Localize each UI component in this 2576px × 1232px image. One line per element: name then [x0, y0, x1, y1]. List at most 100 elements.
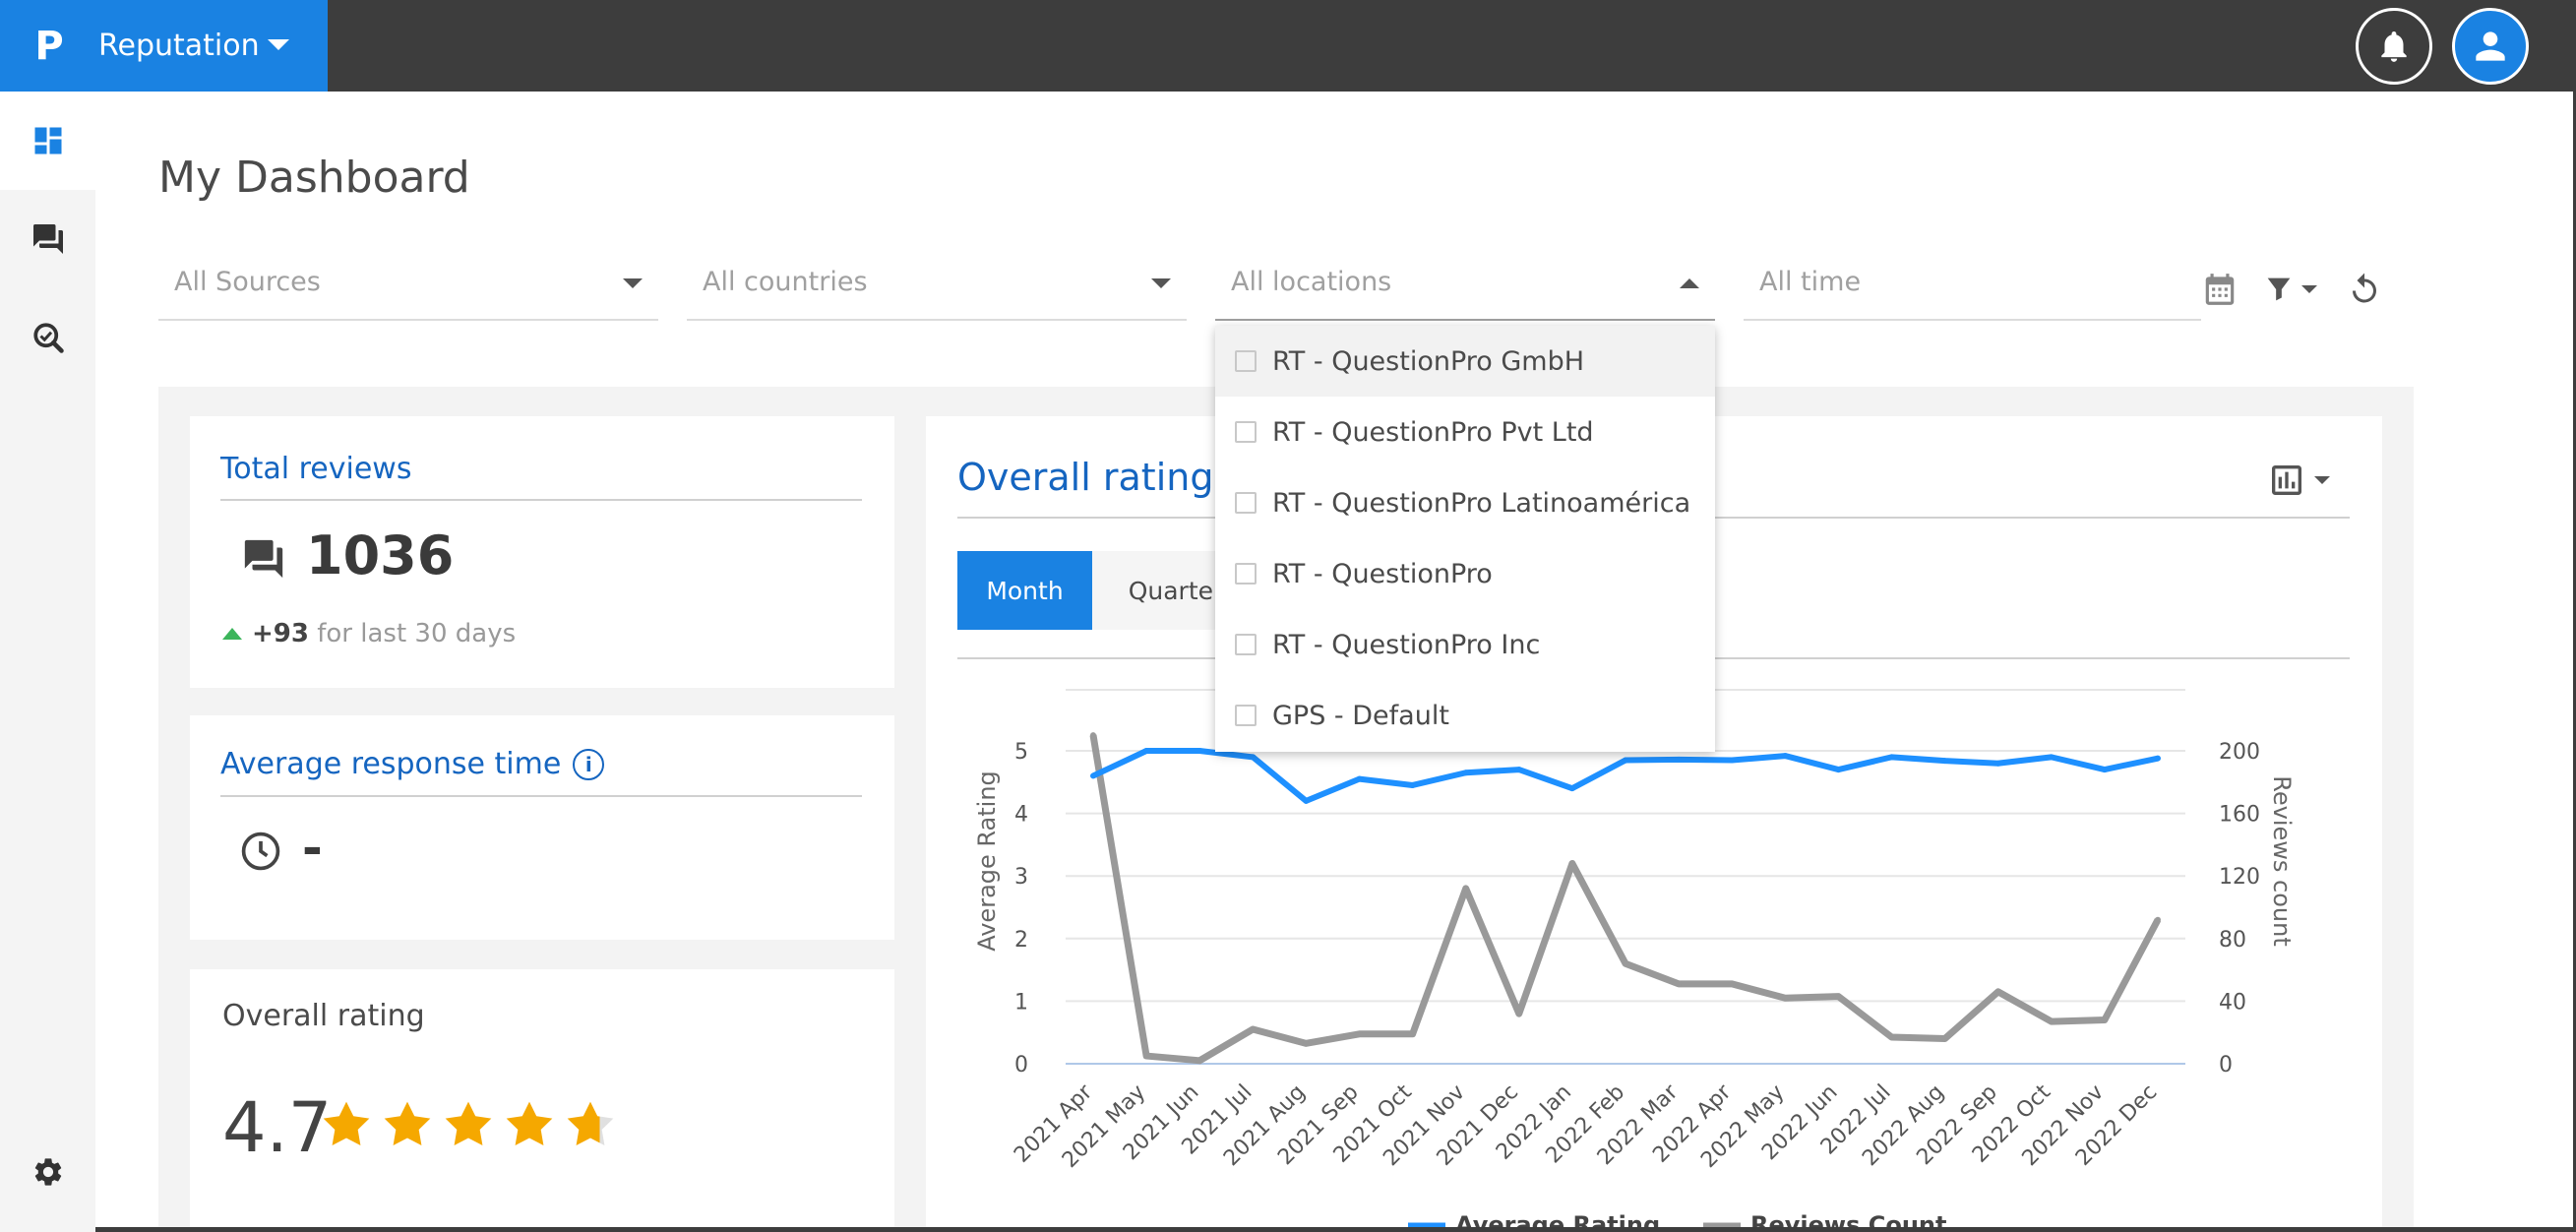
- reviews-icon: [32, 224, 63, 254]
- count-point: [1303, 1040, 1310, 1047]
- location-option[interactable]: RT - QuestionPro: [1215, 538, 1715, 609]
- count-point: [1250, 1026, 1257, 1033]
- clock-icon: [241, 832, 280, 871]
- sources-filter[interactable]: All Sources: [158, 259, 658, 321]
- chart-type-button[interactable]: [2254, 458, 2343, 503]
- app-switcher[interactable]: P Reputation: [0, 0, 328, 92]
- count-point: [1729, 980, 1736, 987]
- chevron-up-icon: [1680, 278, 1699, 288]
- countries-filter-label: All countries: [703, 267, 868, 297]
- checkbox-icon[interactable]: [1235, 492, 1257, 514]
- legend-label-count: Reviews Count: [1750, 1211, 1946, 1227]
- main-area: My Dashboard All Sources All countries A…: [95, 92, 2573, 1227]
- rating-point: [1623, 757, 1628, 764]
- location-option[interactable]: GPS - Default: [1215, 680, 1715, 751]
- info-icon[interactable]: i: [573, 748, 605, 780]
- search-insights-icon: [32, 323, 64, 353]
- star-icon: [567, 1101, 614, 1146]
- count-point: [1676, 980, 1683, 987]
- settings-icon: [34, 1158, 61, 1186]
- count-point: [1090, 732, 1096, 739]
- star-icon: [323, 1101, 370, 1146]
- location-option-label: RT - QuestionPro GmbH: [1272, 345, 1585, 377]
- y-tick-label: 4: [1014, 803, 1028, 828]
- location-option[interactable]: RT - QuestionPro Pvt Ltd: [1215, 397, 1715, 467]
- page-title: My Dashboard: [158, 153, 470, 203]
- overall-rating-summary-card: Overall rating 4.7: [190, 969, 894, 1227]
- rating-point: [1196, 748, 1203, 754]
- y-axis-label: Average Rating: [973, 770, 1001, 952]
- sidebar-item-insights[interactable]: [0, 288, 95, 387]
- avg-response-title: Average response time: [220, 747, 562, 781]
- rating-point: [2155, 755, 2161, 762]
- location-option[interactable]: RT - QuestionPro GmbH: [1215, 326, 1715, 397]
- rating-point: [1090, 772, 1096, 779]
- overall-rating-chart-title: Overall rating: [957, 456, 1214, 499]
- rating-point: [1676, 756, 1683, 763]
- rating-point: [1888, 754, 1895, 761]
- app-name: Reputation: [98, 29, 260, 63]
- overall-rating-summary-title: Overall rating: [222, 999, 425, 1033]
- y2-tick-label: 80: [2219, 928, 2246, 953]
- chevron-down-icon: [2301, 285, 2317, 293]
- rating-point: [1250, 754, 1257, 761]
- star-icon: [506, 1101, 553, 1146]
- calendar-button[interactable]: [2196, 266, 2243, 313]
- chevron-down-icon: [2314, 476, 2330, 484]
- sidebar-item-reviews[interactable]: [0, 190, 95, 288]
- delta-suffix: for last 30 days: [317, 619, 517, 648]
- count-point: [1143, 1053, 1150, 1060]
- checkbox-icon[interactable]: [1235, 705, 1257, 726]
- rating-point: [1729, 757, 1736, 764]
- user-menu-button[interactable]: [2452, 8, 2529, 85]
- refresh-icon: [2353, 273, 2376, 303]
- count-point: [1623, 960, 1628, 967]
- series-line-reviews-count: [1089, 734, 2162, 1065]
- y-tick-label: 5: [1014, 740, 1028, 765]
- sidebar-item-settings[interactable]: [0, 1123, 95, 1221]
- count-point: [1515, 1011, 1522, 1017]
- divider: [220, 795, 862, 797]
- chevron-down-icon: [623, 278, 643, 288]
- reset-button[interactable]: [2341, 266, 2388, 313]
- sidebar-item-dashboard[interactable]: [0, 92, 95, 190]
- delta-value: +93: [252, 619, 309, 648]
- chevron-down-icon: [1151, 278, 1171, 288]
- filter-menu-button[interactable]: [2255, 266, 2324, 313]
- bar-chart-icon: [2272, 465, 2301, 495]
- checkbox-icon[interactable]: [1235, 421, 1257, 443]
- checkbox-icon[interactable]: [1235, 350, 1257, 372]
- bell-icon: [2381, 31, 2407, 62]
- rating-point: [1568, 785, 1575, 792]
- checkbox-icon[interactable]: [1235, 563, 1257, 585]
- total-reviews-value: 1036: [306, 524, 455, 586]
- count-point: [1941, 1035, 1948, 1042]
- count-point: [2155, 916, 2161, 923]
- avg-response-header: Average response time i: [220, 747, 605, 781]
- count-point: [1568, 860, 1575, 867]
- rating-point: [1462, 770, 1469, 776]
- rating-point: [1941, 758, 1948, 765]
- rating-point: [1303, 797, 1310, 804]
- overall-rating-value: 4.7: [222, 1087, 333, 1168]
- y2-axis-label: Reviews count: [2268, 775, 2296, 946]
- locations-filter[interactable]: All locations: [1215, 259, 1715, 321]
- tab-month[interactable]: Month: [957, 551, 1092, 630]
- reviews-icon: [244, 539, 283, 579]
- location-option[interactable]: RT - QuestionPro Inc: [1215, 609, 1715, 680]
- avg-response-card: Average response time i -: [190, 715, 894, 940]
- rating-point: [2101, 767, 2108, 773]
- y-tick-label: 1: [1014, 990, 1028, 1015]
- dashboard-icon: [34, 127, 61, 154]
- notifications-button[interactable]: [2356, 8, 2432, 85]
- star-rating: [318, 1097, 623, 1152]
- checkbox-icon[interactable]: [1235, 634, 1257, 655]
- location-option[interactable]: RT - QuestionPro Latinoamérica: [1215, 467, 1715, 538]
- rating-point: [1835, 767, 1842, 773]
- countries-filter[interactable]: All countries: [687, 259, 1187, 321]
- legend-label-rating: Average Rating: [1455, 1211, 1660, 1227]
- time-filter[interactable]: All time: [1744, 259, 2201, 321]
- y-tick-label: 2: [1014, 928, 1028, 953]
- filter-icon: [2267, 277, 2291, 301]
- dashboard-content: Total reviews 1036 +93 for last 30 days …: [158, 387, 2414, 1227]
